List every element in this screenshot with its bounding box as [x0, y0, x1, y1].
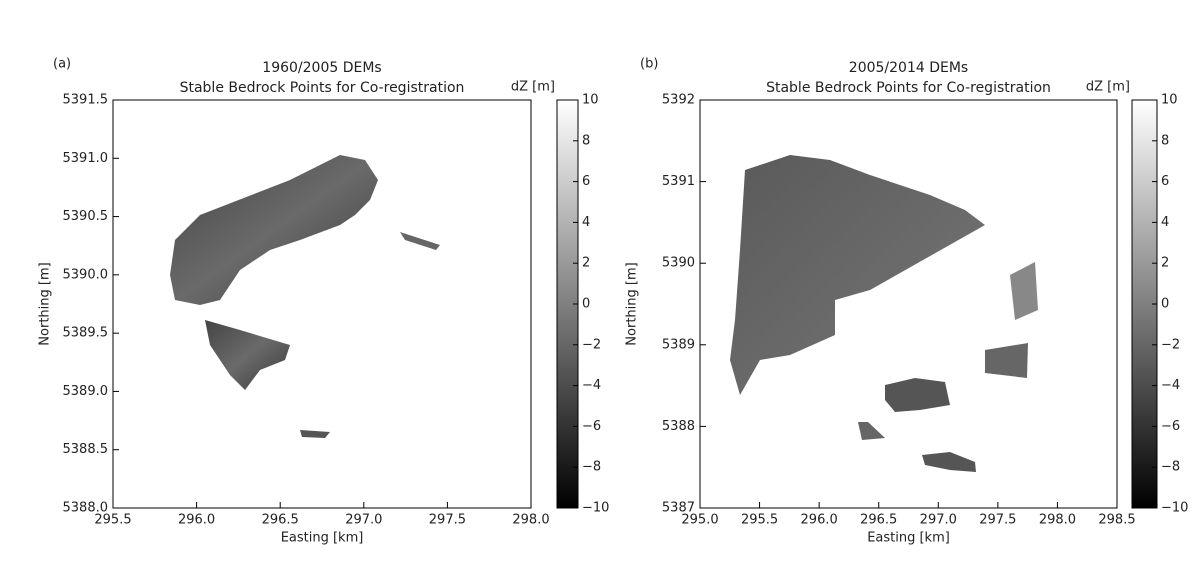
colorbar-tick-label: −6 [1161, 419, 1180, 434]
x-tick-label: 296.5 [262, 513, 299, 528]
colorbar-label: dZ [m] [511, 80, 555, 95]
y-tick-label: 5392 [662, 93, 695, 108]
x-tick-label: 297.5 [979, 513, 1016, 528]
y-tick-label: 5388.0 [63, 501, 109, 516]
x-tick-label: 297.0 [345, 513, 382, 528]
colorbar-tick-label: 2 [582, 256, 590, 271]
colorbar-tick-label: −2 [582, 337, 601, 352]
colorbar-tick-label: −4 [1161, 378, 1180, 393]
x-tick-label: 296.0 [178, 513, 215, 528]
y-tick-label: 5388 [662, 419, 695, 434]
y-tick-label: 5391.5 [63, 93, 109, 108]
x-tick-label: 298.0 [1039, 513, 1076, 528]
colorbar-tick-label: 4 [1161, 215, 1169, 230]
colorbar-tick-label: 10 [582, 93, 599, 108]
x-tick-label: 295.5 [741, 513, 778, 528]
colorbar-tick-label: −8 [582, 460, 601, 475]
y-tick-label: 5387 [662, 501, 695, 516]
x-tick-label: 297.0 [920, 513, 957, 528]
colorbar-tick-label: −2 [1161, 337, 1180, 352]
x-tick-label: 295.0 [681, 513, 718, 528]
colorbar-tick-label: 2 [1161, 256, 1169, 271]
colorbar-tick-label: 10 [1161, 93, 1178, 108]
chart-title: Stable Bedrock Points for Co-registratio… [766, 80, 1051, 96]
y-tick-label: 5389.0 [63, 384, 109, 399]
y-tick-label: 5390.5 [63, 209, 109, 224]
colorbar-tick-label: −6 [582, 419, 601, 434]
x-tick-label: 296.0 [801, 513, 838, 528]
panel-label: (b) [640, 57, 658, 72]
colorbar-tick-label: 8 [582, 133, 590, 148]
y-axis-label: Northing [m] [625, 262, 640, 345]
x-tick-label: 296.5 [860, 513, 897, 528]
y-tick-label: 5391 [662, 174, 695, 189]
colorbar-tick-label: 8 [1161, 133, 1169, 148]
x-tick-label: 295.5 [94, 513, 131, 528]
x-tick-label: 298.0 [512, 513, 549, 528]
colorbar-tick-label: −10 [582, 501, 609, 516]
colorbar-tick-label: 0 [582, 297, 590, 312]
colorbar-tick-label: 6 [1161, 174, 1169, 189]
y-tick-label: 5388.5 [63, 442, 109, 457]
plot-frame [112, 99, 532, 509]
panel-label: (a) [53, 57, 71, 72]
colorbar-tick-label: 4 [582, 215, 590, 230]
plot-frame [699, 99, 1118, 509]
y-tick-label: 5391.0 [63, 151, 109, 166]
y-tick-label: 5390 [662, 256, 695, 271]
x-axis-label: Easting [km] [867, 531, 950, 546]
raster-a [170, 155, 440, 438]
x-tick-label: 298.5 [1098, 513, 1135, 528]
x-tick-label: 297.5 [429, 513, 466, 528]
colorbar-label: dZ [m] [1086, 80, 1130, 95]
colorbar-tick-label: 0 [1161, 297, 1169, 312]
colorbar-tick-label: 6 [582, 174, 590, 189]
chart-title: 1960/2005 DEMs [262, 60, 381, 76]
y-tick-label: 5390.0 [63, 267, 109, 282]
chart-title: Stable Bedrock Points for Co-registratio… [180, 80, 465, 96]
y-tick-label: 5389.5 [63, 326, 109, 341]
chart-title: 2005/2014 DEMs [849, 60, 968, 76]
colorbar-tick-label: −10 [1161, 501, 1188, 516]
colorbar-tick-label: −8 [1161, 460, 1180, 475]
colorbar-tick-label: −4 [582, 378, 601, 393]
y-axis-label: Northing [m] [38, 262, 53, 345]
x-axis-label: Easting [km] [281, 531, 364, 546]
y-tick-label: 5389 [662, 337, 695, 352]
raster-b [730, 155, 1038, 472]
